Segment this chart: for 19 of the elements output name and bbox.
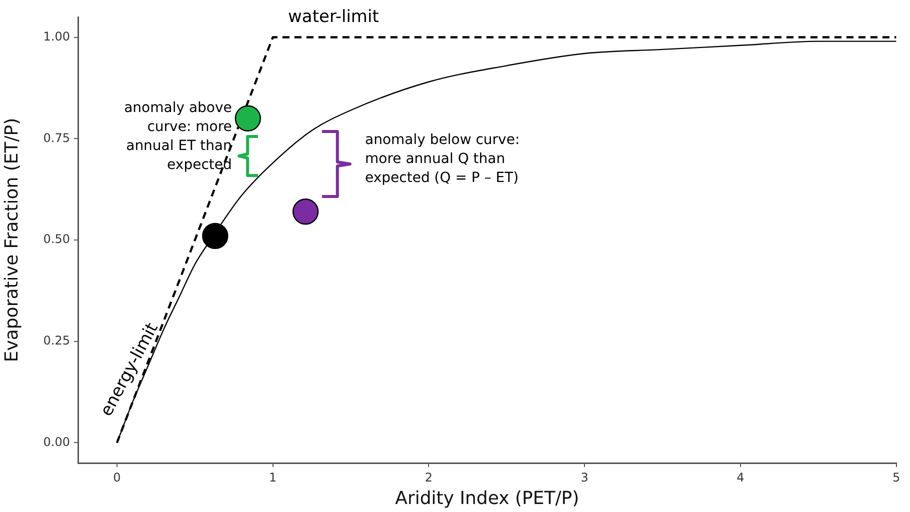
x-tick-label: 4 xyxy=(736,470,744,484)
point xyxy=(202,222,228,250)
y-tick-label: 0.00 xyxy=(43,434,70,449)
annotation: water-limit xyxy=(288,7,379,27)
annotation: anomaly below curve: more annual Q than expected (Q = P – ET) xyxy=(365,131,521,188)
y-axis-title: Evaporative Fraction (ET/P) xyxy=(1,118,22,362)
x-axis-title: Aridity Index (PET/P) xyxy=(395,488,580,509)
x-tick-label: 3 xyxy=(580,470,588,484)
x-tick-label: 1 xyxy=(269,470,277,484)
y-tick-label: 1.00 xyxy=(43,29,70,44)
x-tick-label: 2 xyxy=(424,470,433,484)
point xyxy=(292,198,319,225)
annotation: anomaly above curve: more annual ET than expected xyxy=(123,99,232,176)
x-tick-label: 0 xyxy=(113,470,121,484)
y-tick-label: 0.50 xyxy=(43,232,70,246)
x-tick-label: 5 xyxy=(892,470,900,484)
y-tick-label: 0.75 xyxy=(43,130,70,145)
point xyxy=(234,105,261,132)
y-tick-label: 0.25 xyxy=(43,333,70,348)
